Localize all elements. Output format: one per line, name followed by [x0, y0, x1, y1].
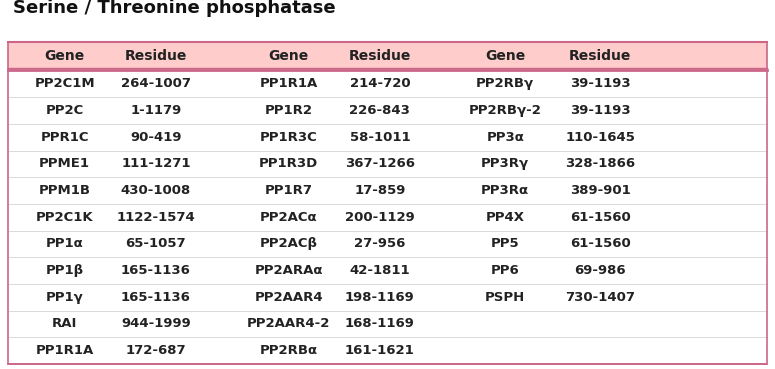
- Text: 39-1193: 39-1193: [570, 104, 631, 117]
- Text: PP2C1M: PP2C1M: [34, 77, 95, 90]
- Text: Residue: Residue: [125, 49, 187, 63]
- Text: 367-1266: 367-1266: [345, 158, 415, 170]
- Text: 61-1560: 61-1560: [570, 237, 631, 251]
- Text: PPM1B: PPM1B: [39, 184, 91, 197]
- Text: 168-1169: 168-1169: [345, 317, 415, 331]
- Text: PPR1C: PPR1C: [40, 131, 89, 144]
- Text: Gene: Gene: [45, 49, 84, 63]
- Text: PP4X: PP4X: [486, 211, 525, 224]
- Text: 1-1179: 1-1179: [130, 104, 181, 117]
- Text: 61-1560: 61-1560: [570, 211, 631, 224]
- Text: 90-419: 90-419: [130, 131, 181, 144]
- Text: PP2C: PP2C: [46, 104, 84, 117]
- Text: PP1R1A: PP1R1A: [260, 77, 318, 90]
- Text: 264-1007: 264-1007: [121, 77, 191, 90]
- Text: PP1R3D: PP1R3D: [259, 158, 319, 170]
- Text: 161-1621: 161-1621: [345, 344, 415, 357]
- Text: PP1R1A: PP1R1A: [36, 344, 94, 357]
- Text: PP2ARAα: PP2ARAα: [254, 264, 323, 277]
- Text: 389-901: 389-901: [570, 184, 631, 197]
- Text: 58-1011: 58-1011: [350, 131, 410, 144]
- Text: PP2AAR4: PP2AAR4: [254, 291, 323, 304]
- Text: PP3Rγ: PP3Rγ: [481, 158, 529, 170]
- Text: 198-1169: 198-1169: [345, 291, 415, 304]
- Text: 65-1057: 65-1057: [126, 237, 186, 251]
- Text: 27-956: 27-956: [354, 237, 405, 251]
- Text: Residue: Residue: [569, 49, 632, 63]
- Text: 69-986: 69-986: [574, 264, 626, 277]
- Text: 17-859: 17-859: [354, 184, 405, 197]
- Text: PP2ACβ: PP2ACβ: [260, 237, 318, 251]
- Text: 214-720: 214-720: [350, 77, 410, 90]
- Text: PP1R3C: PP1R3C: [260, 131, 318, 144]
- Text: 200-1129: 200-1129: [345, 211, 415, 224]
- Text: PP1R2: PP1R2: [265, 104, 313, 117]
- Text: 165-1136: 165-1136: [121, 291, 191, 304]
- Text: PP1α: PP1α: [46, 237, 84, 251]
- Text: PP5: PP5: [491, 237, 519, 251]
- Text: RAI: RAI: [52, 317, 78, 331]
- Text: 730-1407: 730-1407: [565, 291, 636, 304]
- Text: PP1β: PP1β: [46, 264, 84, 277]
- Text: Gene: Gene: [269, 49, 309, 63]
- Text: 42-1811: 42-1811: [350, 264, 410, 277]
- Bar: [8, 42, 767, 70]
- Text: 1122-1574: 1122-1574: [116, 211, 195, 224]
- Text: PP2ACα: PP2ACα: [260, 211, 318, 224]
- Text: 328-1866: 328-1866: [565, 158, 636, 170]
- Text: 944-1999: 944-1999: [121, 317, 191, 331]
- Text: PP1R7: PP1R7: [265, 184, 313, 197]
- Text: 430-1008: 430-1008: [121, 184, 191, 197]
- Text: PP6: PP6: [491, 264, 519, 277]
- Text: PP3α: PP3α: [486, 131, 524, 144]
- Text: 110-1645: 110-1645: [565, 131, 635, 144]
- Text: Residue: Residue: [349, 49, 411, 63]
- Text: 39-1193: 39-1193: [570, 77, 631, 90]
- Text: PP2RBα: PP2RBα: [260, 344, 318, 357]
- Text: PP1γ: PP1γ: [46, 291, 84, 304]
- Bar: [8, 42, 767, 364]
- Text: PP2C1K: PP2C1K: [36, 211, 94, 224]
- Text: PSPH: PSPH: [485, 291, 525, 304]
- Text: Serine / Threonine phosphatase: Serine / Threonine phosphatase: [12, 0, 336, 17]
- Text: 226-843: 226-843: [350, 104, 410, 117]
- Text: PPME1: PPME1: [40, 158, 90, 170]
- Text: PP2AAR4-2: PP2AAR4-2: [247, 317, 330, 331]
- Text: PP3Rα: PP3Rα: [481, 184, 529, 197]
- Text: 172-687: 172-687: [126, 344, 186, 357]
- Text: PP2RBγ: PP2RBγ: [476, 77, 534, 90]
- Text: 111-1271: 111-1271: [121, 158, 191, 170]
- Text: PP2RBγ-2: PP2RBγ-2: [469, 104, 542, 117]
- Text: 165-1136: 165-1136: [121, 264, 191, 277]
- Text: Gene: Gene: [485, 49, 525, 63]
